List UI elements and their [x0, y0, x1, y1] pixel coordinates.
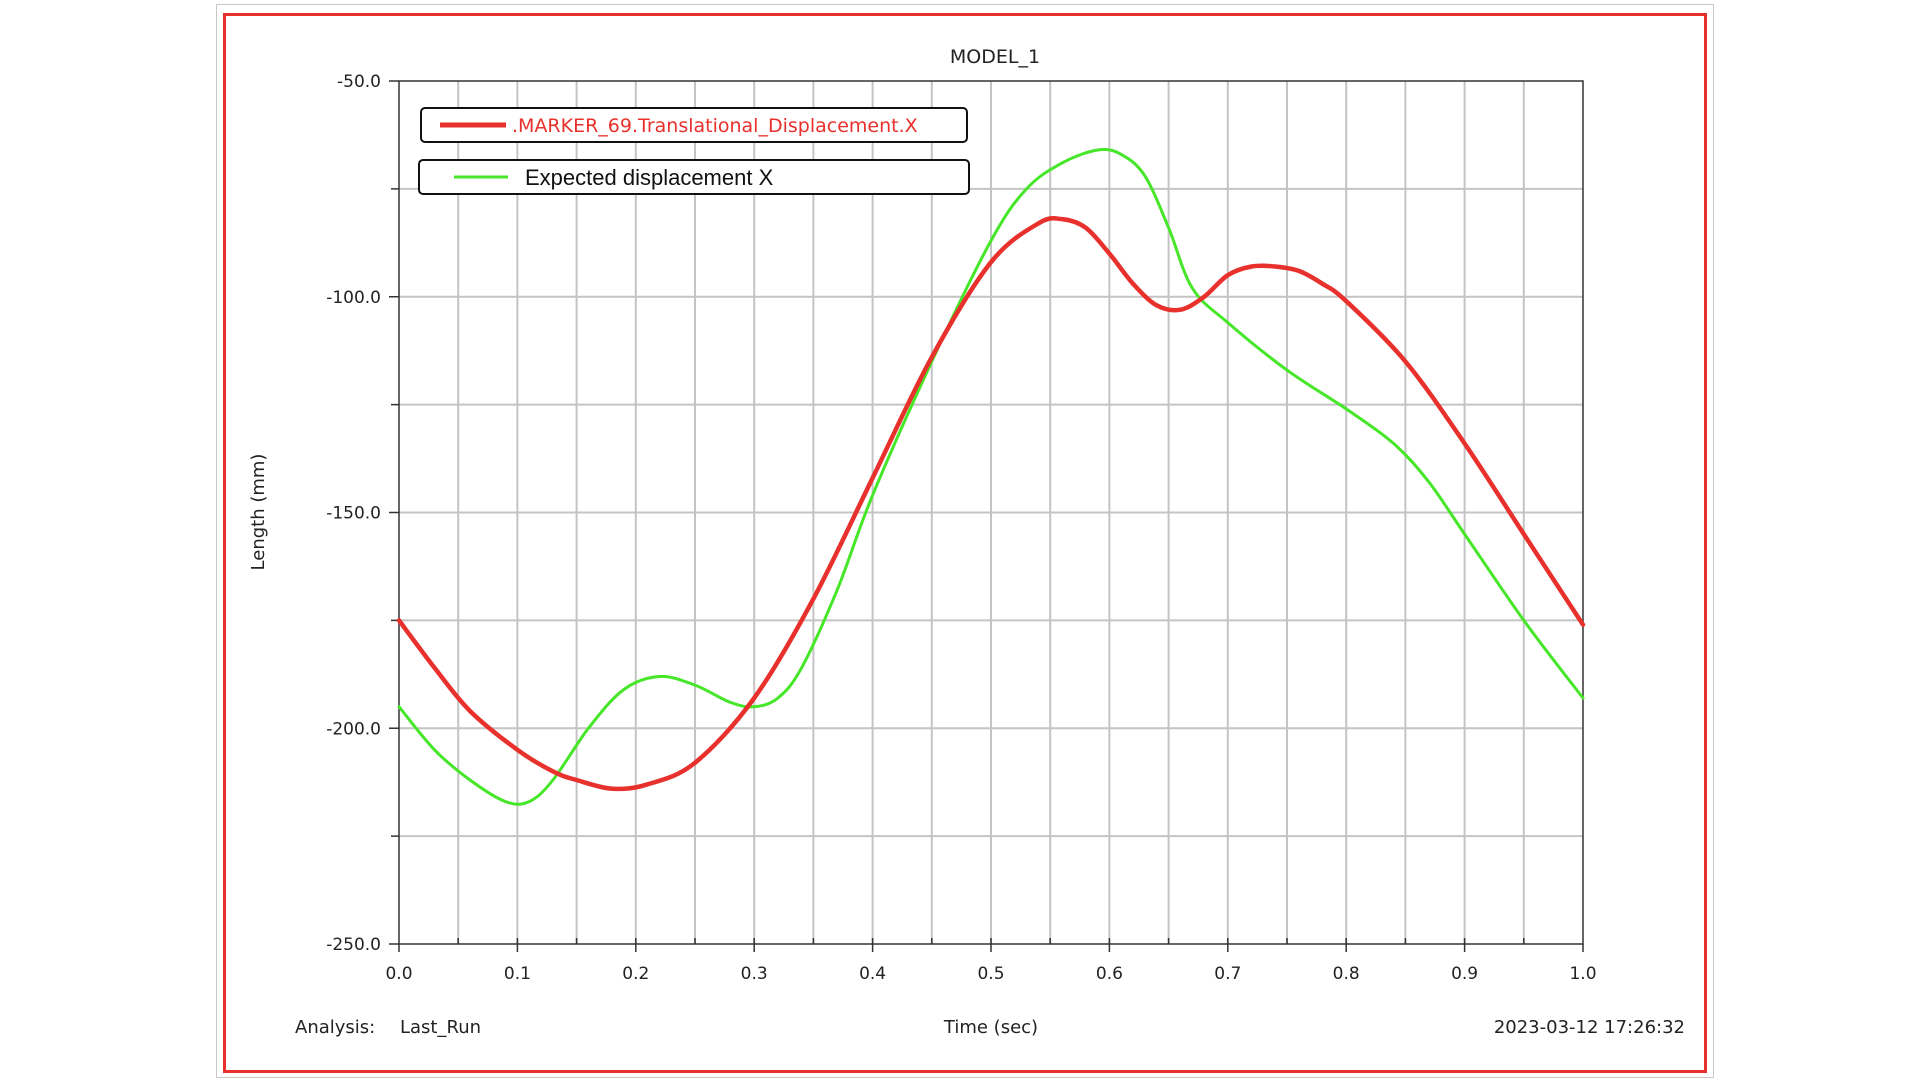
x-tick-label: 0.3 — [741, 964, 768, 984]
selection-border — [223, 13, 1707, 1073]
y-tick-label: -100.0 — [326, 288, 381, 308]
x-tick-label: 0.4 — [859, 964, 886, 984]
x-tick-label: 1.0 — [1569, 964, 1596, 984]
timestamp: 2023-03-12 17:26:32 — [1494, 1017, 1685, 1038]
legend-entry-1-box — [420, 107, 968, 143]
analysis-label: Analysis: — [295, 1017, 375, 1038]
y-tick-label: -150.0 — [326, 504, 381, 524]
y-tick-label: -200.0 — [326, 719, 381, 739]
legend-entry-2-box — [418, 159, 970, 195]
x-tick-label: 0.1 — [504, 964, 531, 984]
x-tick-label: 0.8 — [1333, 964, 1360, 984]
x-tick-label: 0.5 — [977, 964, 1004, 984]
window-frame — [216, 4, 1714, 1078]
x-tick-label: 0.2 — [622, 964, 649, 984]
x-axis-label: Time (sec) — [943, 1017, 1038, 1038]
y-tick-label: -50.0 — [337, 72, 381, 92]
chart-title: MODEL_1 — [950, 46, 1040, 68]
legend-entry-1-label: .MARKER_69.Translational_Displacement.X — [512, 115, 918, 137]
x-tick-label: 0.9 — [1451, 964, 1478, 984]
series-layer — [396, 147, 1586, 806]
x-tick-label: 0.7 — [1214, 964, 1241, 984]
series-line-marker-69-displacement-x — [396, 216, 1586, 792]
y-tick-label: -250.0 — [326, 935, 381, 955]
legend: .MARKER_69.Translational_Displacement.X … — [418, 107, 970, 195]
analysis-value: Last_Run — [400, 1017, 481, 1038]
x-tick-label: 0.6 — [1096, 964, 1123, 984]
grid — [399, 81, 1583, 944]
legend-entry-2-label: Expected displacement X — [525, 165, 774, 190]
y-axis-label: Length (mm) — [248, 454, 269, 571]
x-tick-label: 0.0 — [385, 964, 412, 984]
axis-ticks: 0.0 0.1 0.2 0.3 0.4 0.5 0.6 0.7 0.8 0.9 1.0 -50.0 -1… — [326, 72, 1596, 984]
